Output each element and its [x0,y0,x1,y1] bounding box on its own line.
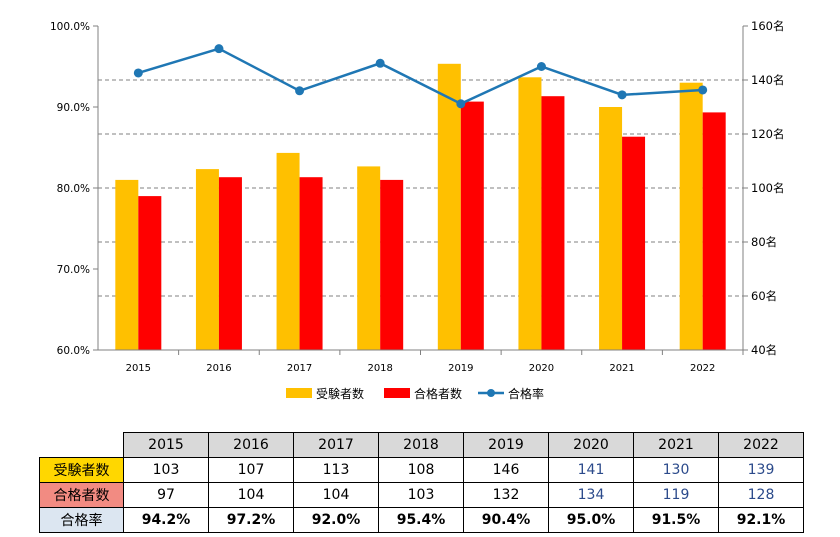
table-cell: 90.4% [463,507,549,533]
x-tick-label: 2018 [367,363,392,374]
legend-label-pass-rate: 合格率 [508,386,544,401]
table-cell: 104 [208,482,294,508]
table-cell: 95.0% [548,507,634,533]
pass-rate-point [133,68,143,78]
table-cell: 146 [463,457,549,483]
table-cell: 141 [548,457,634,483]
table-row-passers: 合格者数 97 104 104 103 132 134 119 128 [39,482,804,508]
bar-passers [138,196,162,350]
table-cell: 97 [123,482,209,508]
row-label-pass-rate: 合格率 [39,507,124,533]
right-tick-label: 100名 [751,181,784,195]
table-cell: 92.1% [718,507,804,533]
table-cell: 94.2% [123,507,209,533]
table-cell: 107 [208,457,294,483]
table-header-year: 2021 [633,432,719,458]
pass-rate-point [375,58,385,68]
left-tick-label: 70.0% [57,264,90,276]
left-tick-label: 60.0% [57,345,90,357]
right-tick-label: 40名 [751,343,777,357]
bar-passers [299,177,323,350]
pass-rate-point [698,85,708,95]
table-cell: 92.0% [293,507,379,533]
bar-passers [380,179,404,350]
pass-rate-point [456,99,466,109]
table-cell: 134 [548,482,634,508]
table-header-year: 2017 [293,432,379,458]
table-cell: 97.2% [208,507,294,533]
table-header-year: 2022 [718,432,804,458]
legend-swatch-passers [384,388,410,398]
right-tick-label: 60名 [751,289,777,303]
table-header-row: 2015 2016 2017 2018 2019 2020 2021 2022 [39,432,804,458]
x-tick-label: 2020 [529,363,554,374]
table-cell: 132 [463,482,549,508]
table-cell: 104 [293,482,379,508]
x-tick-label: 2019 [448,363,473,374]
table-cell: 103 [123,457,209,483]
right-tick-label: 140名 [751,73,784,87]
table-row-examinees: 受験者数 103 107 113 108 146 141 130 139 [39,457,804,483]
table-cell: 113 [293,457,379,483]
bar-examinees [357,166,381,350]
row-label-passers: 合格者数 [39,482,124,508]
legend-label-examinees: 受験者数 [316,386,364,401]
table-cell: 108 [378,457,464,483]
left-tick-label: 90.0% [57,102,90,114]
x-tick-label: 2016 [206,363,231,374]
x-tick-label: 2022 [690,363,715,374]
bar-examinees [518,77,542,351]
bar-passers [460,101,484,350]
bar-examinees [679,82,703,350]
table-cell: 103 [378,482,464,508]
x-tick-label: 2021 [609,363,634,374]
right-tick-label: 120名 [751,127,784,141]
pass-rate-point [617,90,627,100]
bar-passers [218,177,242,350]
legend-label-passers: 合格者数 [414,386,462,401]
table-cell: 119 [633,482,719,508]
combo-chart: 40名 60名 80名 100名 120名 140名 160名 60.0% 70.0% 80.0%… [50,19,785,401]
pass-rate-line [137,47,703,106]
bar-examinees [599,107,623,350]
row-label-examinees: 受験者数 [39,457,124,483]
table-header-year: 2018 [378,432,464,458]
right-tick-label: 80名 [751,235,777,249]
left-tick-label: 100.0% [50,21,90,33]
bar-examinees [276,152,300,350]
bar-passers [702,112,726,351]
bar-examinees [195,169,219,350]
legend-marker-pass-rate [487,389,495,397]
table-cell: 130 [633,457,719,483]
x-tick-label: 2015 [126,363,151,374]
left-tick-label: 80.0% [57,183,90,195]
bar-passers [622,136,646,350]
pass-rate-point [295,86,305,96]
table-cell: 95.4% [378,507,464,533]
table-header-year: 2016 [208,432,294,458]
legend-swatch-examinees [286,388,312,398]
x-tick-label: 2017 [287,363,312,374]
table-header-year: 2020 [548,432,634,458]
pass-rate-point [536,62,546,71]
pass-rate-point [214,44,224,54]
right-tick-label: 160名 [751,19,784,33]
table-cell: 91.5% [633,507,719,533]
table-cell: 128 [718,482,804,508]
table-row-pass-rate: 合格率 94.2% 97.2% 92.0% 95.4% 90.4% 95.0% … [39,507,804,533]
table-header-year: 2019 [463,432,549,458]
data-table: 2015 2016 2017 2018 2019 2020 2021 2022 … [39,432,804,533]
bar-examinees [437,63,461,351]
bar-passers [541,96,565,350]
table-corner-cell [39,432,124,458]
table-cell: 139 [718,457,804,483]
bar-examinees [115,179,139,350]
table-header-year: 2015 [123,432,209,458]
